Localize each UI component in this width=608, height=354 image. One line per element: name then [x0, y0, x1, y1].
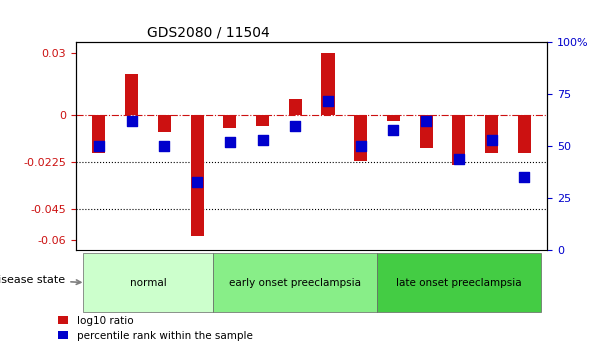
Bar	[518, 115, 531, 153]
Text: GDS2080 / 11504: GDS2080 / 11504	[147, 26, 269, 40]
Bar	[92, 115, 105, 153]
Point	[159, 143, 169, 149]
Point	[192, 179, 202, 184]
Bar	[387, 115, 400, 121]
Text: disease state: disease state	[0, 275, 81, 285]
Text: normal: normal	[130, 278, 167, 287]
Bar	[485, 115, 498, 153]
Point	[291, 123, 300, 129]
Point	[487, 137, 497, 143]
Bar	[322, 53, 334, 115]
Point	[258, 137, 268, 143]
Point	[323, 98, 333, 103]
Bar	[125, 74, 138, 115]
Point	[389, 127, 398, 132]
Point	[94, 143, 104, 149]
Point	[356, 143, 365, 149]
Bar	[289, 98, 302, 115]
FancyBboxPatch shape	[83, 253, 213, 312]
Point	[126, 119, 136, 124]
Bar	[452, 115, 465, 165]
Point	[225, 139, 235, 145]
Text: late onset preeclampsia: late onset preeclampsia	[396, 278, 522, 287]
Bar	[256, 115, 269, 126]
Bar	[158, 115, 171, 132]
Point	[454, 156, 464, 162]
Point	[421, 119, 431, 124]
Bar	[420, 115, 433, 148]
Bar	[354, 115, 367, 161]
FancyBboxPatch shape	[213, 253, 377, 312]
FancyBboxPatch shape	[377, 253, 541, 312]
Legend: log10 ratio, percentile rank within the sample: log10 ratio, percentile rank within the …	[54, 312, 257, 345]
Bar	[190, 115, 204, 236]
Point	[519, 175, 529, 180]
Text: early onset preeclampsia: early onset preeclampsia	[229, 278, 361, 287]
Bar	[223, 115, 237, 128]
